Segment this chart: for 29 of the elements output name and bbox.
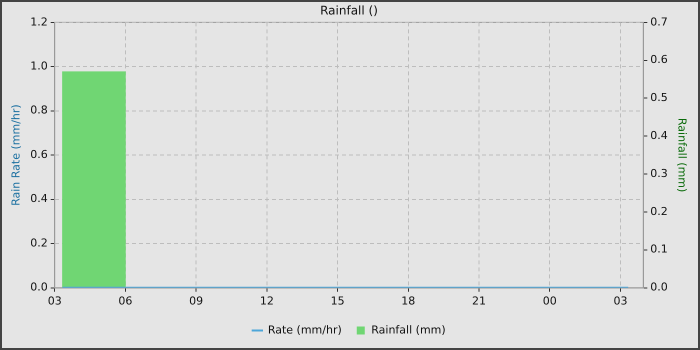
y2-tick-label: 0.5	[650, 91, 668, 104]
x-tick-label: 09	[189, 294, 204, 308]
y2-tick-label: 0.6	[650, 53, 668, 66]
y-tick-label: 1.2	[30, 15, 48, 28]
y-tick-label: 0.4	[30, 192, 48, 206]
y-axis-title: Rain Rate (mm/hr)	[9, 104, 22, 206]
y2-tick-label: 0.4	[650, 129, 668, 142]
y-tick-label: 0.0	[30, 280, 48, 294]
y-tick-label: 0.2	[30, 236, 48, 250]
y2-tick-label: 0.3	[650, 166, 668, 180]
y2-tick-label: 0.2	[650, 204, 668, 218]
x-tick-label: 12	[260, 294, 274, 308]
y-tick-label: 1.0	[30, 59, 48, 72]
y-tick-label: 0.6	[30, 148, 48, 161]
y2-tick-label: 0.0	[650, 280, 668, 294]
x-tick-label: 15	[330, 294, 345, 308]
y2-axis-title: Rainfall (mm)	[676, 118, 689, 192]
y-tick-label: 0.8	[30, 104, 48, 117]
x-tick-label: 21	[472, 294, 486, 308]
x-tick-label: 06	[118, 294, 132, 308]
y2-tick-label: 0.7	[650, 15, 668, 28]
x-tick-label: 00	[542, 294, 557, 308]
legend-label: Rate (mm/hr)	[268, 323, 342, 336]
x-tick-label: 18	[401, 294, 416, 308]
x-tick-label: 03	[613, 294, 628, 308]
chart-title: Rainfall ()	[320, 3, 378, 18]
x-tick-label: 03	[48, 294, 62, 308]
legend-label: Rainfall (mm)	[371, 323, 446, 336]
y2-tick-label: 0.1	[650, 242, 668, 256]
